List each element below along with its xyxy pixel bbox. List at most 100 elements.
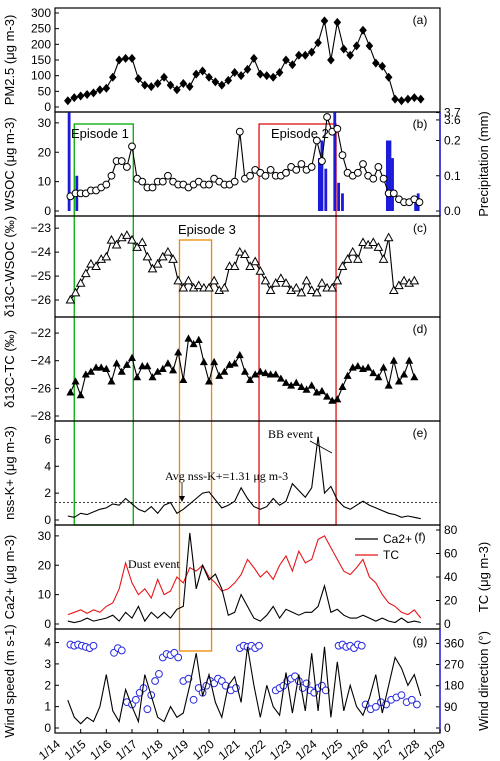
data-point — [199, 357, 208, 366]
data-point — [312, 136, 321, 145]
data-point — [388, 285, 399, 294]
data-point — [101, 251, 112, 261]
data-point — [271, 370, 280, 378]
data-point — [294, 677, 303, 685]
panel-label: (f) — [414, 530, 425, 544]
data-point — [127, 234, 137, 244]
data-point — [193, 280, 204, 290]
data-point — [389, 356, 398, 364]
data-point — [332, 275, 343, 285]
data-point — [147, 263, 158, 273]
panel-f: 0 10 20 30 (f) Ca2+ (μg m-3) 0 20 40 60 80 TC (μg m… — [2, 523, 491, 631]
data-point — [327, 55, 335, 65]
y-axis-label: nss-K+ (μg m-3) — [2, 426, 17, 520]
data-point — [117, 157, 126, 165]
data-point — [158, 177, 167, 186]
data-point — [378, 254, 389, 263]
y2-tick-label: 0.2 — [444, 134, 461, 148]
y2-tick-label: 360 — [444, 636, 464, 650]
data-point — [121, 53, 130, 63]
y2-tick-label: 0 — [444, 617, 451, 631]
data-point — [282, 55, 290, 65]
y-tick-label: 30 — [38, 529, 52, 543]
y2-tick-label: 0.0 — [444, 204, 461, 218]
y-tick-label: −24 — [31, 354, 52, 368]
data-point — [117, 367, 126, 375]
data-point — [337, 261, 348, 270]
precipitation-bar — [317, 158, 321, 211]
panel-label: (b) — [413, 117, 428, 131]
x-tick-label: 1/21 — [216, 737, 243, 761]
y-tick-label: 4 — [44, 459, 51, 473]
data-point — [374, 163, 383, 171]
data-point — [327, 282, 338, 292]
x-tick-label: 1/29 — [421, 737, 448, 761]
y-tick-label: −25 — [31, 269, 52, 283]
data-point — [153, 79, 162, 88]
data-point — [415, 198, 424, 207]
data-point — [302, 385, 311, 393]
data-point — [230, 177, 239, 186]
data-point — [185, 82, 194, 92]
precipitation-bar — [414, 196, 418, 211]
data-point — [137, 237, 148, 247]
data-point — [184, 334, 193, 342]
data-point — [246, 171, 254, 180]
data-point — [307, 163, 316, 171]
x-tick-label: 1/22 — [241, 737, 268, 761]
data-point — [122, 163, 131, 171]
precipitation-bar — [385, 140, 389, 211]
data-point — [379, 363, 388, 371]
data-point — [394, 280, 404, 290]
panel-label: (e) — [413, 426, 428, 440]
y-axis-label: PM2.5 (μg m-3) — [2, 15, 17, 106]
x-tick-label: 1/28 — [395, 737, 422, 761]
data-point — [102, 83, 111, 93]
x-tick-label: 1/25 — [318, 737, 345, 761]
y2-tick-label: 3.6 — [444, 113, 461, 127]
data-point — [255, 266, 266, 275]
data-point — [235, 127, 244, 136]
data-point — [281, 278, 291, 287]
data-point — [369, 368, 378, 377]
data-point — [317, 386, 326, 395]
data-point — [307, 47, 316, 57]
precipitation-bar — [341, 193, 344, 211]
y2-tick-label: 0 — [444, 721, 451, 735]
data-point — [394, 377, 403, 385]
data-point — [184, 674, 193, 683]
data-point — [169, 366, 178, 374]
data-point — [128, 53, 136, 63]
data-point — [256, 69, 265, 79]
data-point — [347, 246, 358, 256]
data-point — [134, 74, 143, 84]
panel-label: (c) — [413, 221, 427, 235]
data-point — [368, 237, 379, 247]
data-point — [276, 273, 286, 282]
data-point — [155, 670, 163, 678]
data-point — [410, 373, 419, 381]
data-point — [323, 113, 331, 121]
y-tick-label: −28 — [31, 409, 52, 423]
data-point — [179, 375, 188, 384]
x-tick-label: 1/14 — [36, 737, 63, 761]
data-point — [89, 88, 98, 98]
data-point — [92, 363, 101, 371]
data-point — [413, 700, 421, 709]
data-point — [275, 68, 284, 78]
data-point — [250, 53, 258, 63]
data-point — [108, 72, 117, 82]
data-point — [122, 230, 132, 239]
data-point — [178, 282, 189, 292]
data-point — [132, 242, 142, 251]
data-point — [409, 275, 420, 285]
data-point — [333, 124, 342, 133]
data-point — [266, 165, 275, 174]
y-tick-label: 20 — [38, 558, 52, 572]
precipitation-bar — [67, 112, 71, 211]
data-point — [111, 239, 122, 249]
data-point — [189, 695, 198, 704]
y-tick-label: −24 — [31, 245, 52, 259]
x-tick-label: 1/26 — [344, 737, 371, 761]
data-point — [405, 356, 414, 364]
